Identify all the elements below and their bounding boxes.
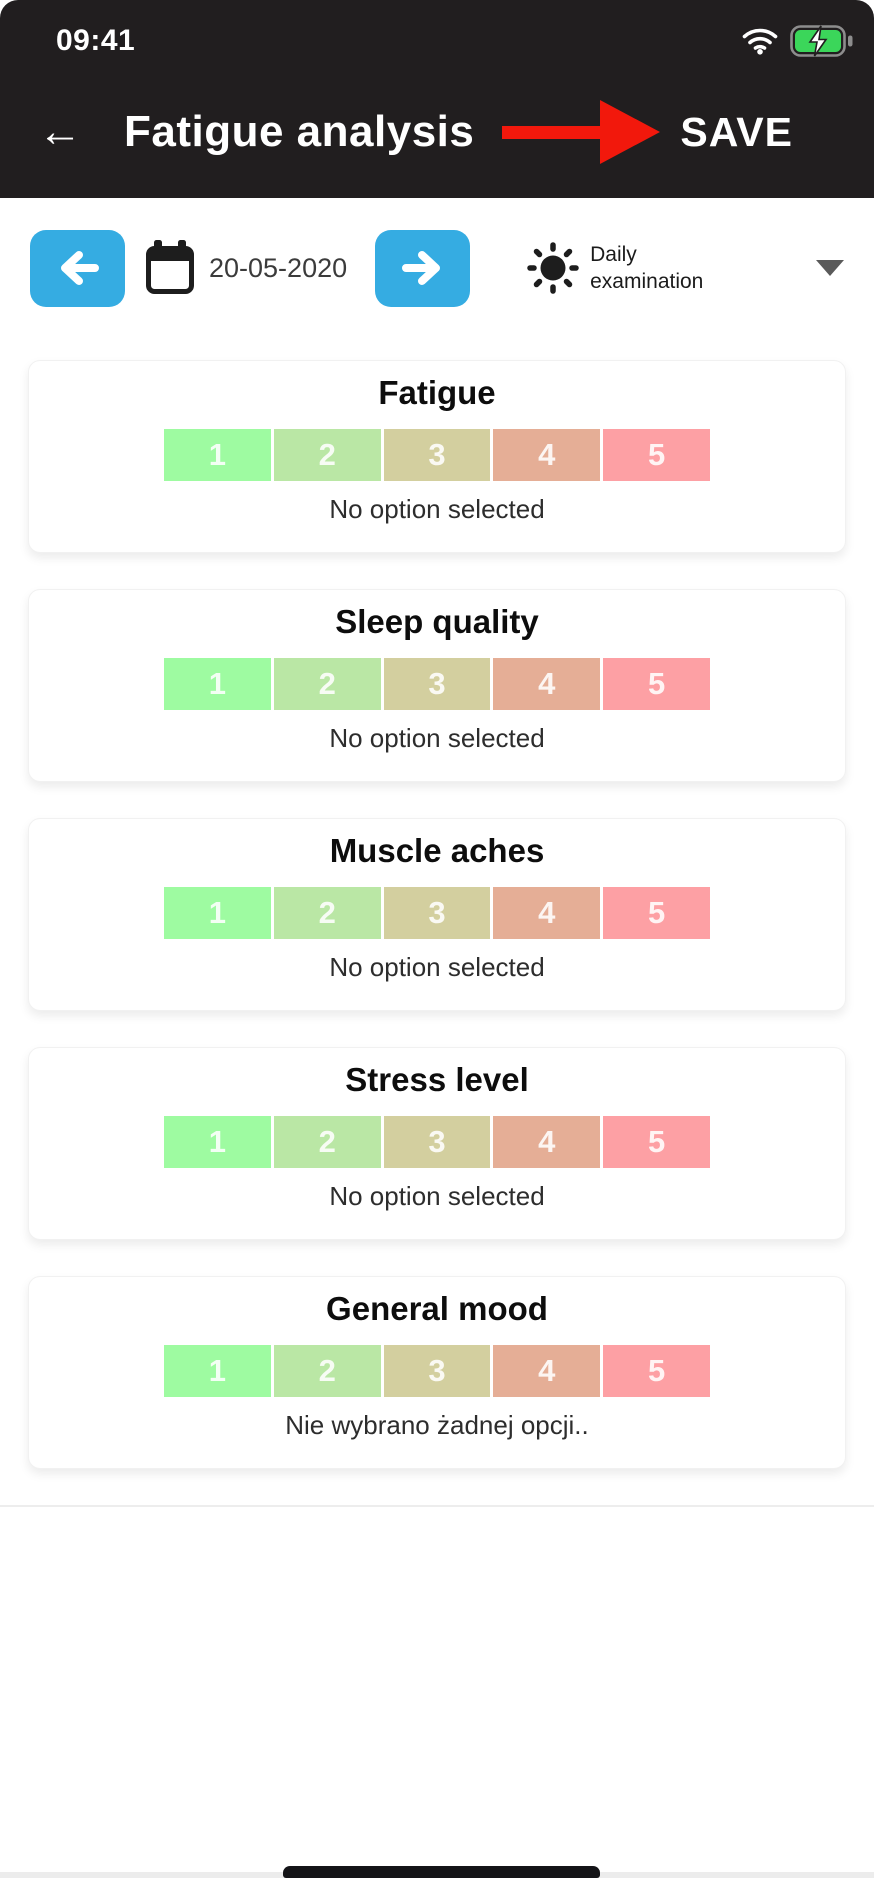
previous-day-button[interactable]: [30, 229, 125, 307]
rating-scale: 1 2 3 4 5: [164, 658, 710, 710]
exam-type-line2: examination: [590, 270, 704, 293]
selection-status: Nie wybrano żadnej opcji..: [285, 1410, 589, 1440]
status-icons: [742, 25, 854, 57]
selection-status: No option selected: [329, 952, 545, 982]
card-stress-level: Stress level 1 2 3 4 5 No option selecte…: [28, 1047, 846, 1240]
rating-scale: 1 2 3 4 5: [164, 1116, 710, 1168]
rating-option-2[interactable]: 2: [273, 1345, 381, 1397]
rating-scale: 1 2 3 4 5: [164, 887, 710, 939]
save-button[interactable]: SAVE: [680, 108, 793, 155]
card-title: Sleep quality: [335, 603, 539, 640]
card-title: Fatigue: [378, 374, 496, 411]
rating-option-1[interactable]: 1: [164, 887, 271, 939]
rating-option-5[interactable]: 5: [603, 429, 710, 481]
rating-option-3[interactable]: 3: [383, 1345, 491, 1397]
rating-option-1[interactable]: 1: [164, 1116, 271, 1168]
card-sleep-quality: Sleep quality 1 2 3 4 5 No option select…: [28, 589, 846, 782]
sun-icon: [526, 241, 580, 295]
rating-option-4[interactable]: 4: [493, 658, 601, 710]
rating-option-4[interactable]: 4: [493, 1116, 601, 1168]
annotation-red-arrow-icon: [502, 100, 661, 164]
card-general-mood: General mood 1 2 3 4 5 Nie wybrano żadne…: [28, 1276, 846, 1469]
rating-option-4[interactable]: 4: [493, 429, 601, 481]
chevron-down-icon[interactable]: [816, 260, 844, 276]
rating-option-5[interactable]: 5: [603, 1345, 710, 1397]
rating-option-5[interactable]: 5: [603, 1116, 710, 1168]
card-fatigue: Fatigue 1 2 3 4 5 No option selected: [28, 360, 846, 553]
rating-option-2[interactable]: 2: [273, 887, 381, 939]
card-title: General mood: [326, 1290, 548, 1327]
rating-option-1[interactable]: 1: [164, 658, 271, 710]
page-title: Fatigue analysis: [124, 107, 475, 156]
arrow-right-icon: [401, 251, 440, 285]
home-indicator-handle[interactable]: [283, 1866, 600, 1878]
rating-option-2[interactable]: 2: [273, 658, 381, 710]
rating-option-2[interactable]: 2: [273, 429, 381, 481]
rating-option-3[interactable]: 3: [383, 1116, 491, 1168]
selection-status: No option selected: [329, 494, 545, 524]
card-muscle-aches: Muscle aches 1 2 3 4 5 No option selecte…: [28, 818, 846, 1011]
nav-bar: ← Fatigue analysis SAVE: [0, 90, 874, 174]
calendar-icon[interactable]: [145, 240, 195, 296]
rating-scale: 1 2 3 4 5: [164, 429, 710, 481]
wifi-icon: [742, 28, 778, 55]
status-time: 09:41: [56, 24, 136, 57]
card-title: Stress level: [345, 1061, 529, 1098]
section-divider: [0, 1505, 874, 1507]
next-day-button[interactable]: [375, 229, 471, 307]
rating-option-3[interactable]: 3: [383, 887, 491, 939]
rating-scale: 1 2 3 4 5: [164, 1345, 710, 1397]
rating-option-5[interactable]: 5: [603, 658, 710, 710]
battery-charging-icon: [790, 25, 853, 57]
question-cards: Fatigue 1 2 3 4 5 No option selected Sle…: [0, 360, 874, 1469]
rating-option-3[interactable]: 3: [383, 429, 491, 481]
back-arrow-icon[interactable]: ←: [38, 107, 82, 156]
rating-option-4[interactable]: 4: [493, 1345, 601, 1397]
exam-type-selector[interactable]: Daily examination: [590, 241, 703, 296]
rating-option-2[interactable]: 2: [273, 1116, 381, 1168]
status-bar: 09:41: [0, 0, 874, 64]
rating-option-4[interactable]: 4: [493, 887, 601, 939]
rating-option-1[interactable]: 1: [164, 429, 271, 481]
card-title: Muscle aches: [329, 832, 545, 869]
date-bar: 20-05-2020 Dai: [0, 224, 874, 312]
exam-type-line1: Daily: [590, 242, 637, 266]
rating-option-1[interactable]: 1: [164, 1345, 271, 1397]
selected-date[interactable]: 20-05-2020: [209, 252, 348, 283]
top-bar: 09:41 ← Fatigue analysis: [0, 0, 874, 198]
rating-option-5[interactable]: 5: [603, 887, 710, 939]
selection-status: No option selected: [329, 723, 545, 753]
arrow-left-icon: [60, 251, 99, 285]
selection-status: No option selected: [329, 1181, 545, 1211]
rating-option-3[interactable]: 3: [383, 658, 491, 710]
